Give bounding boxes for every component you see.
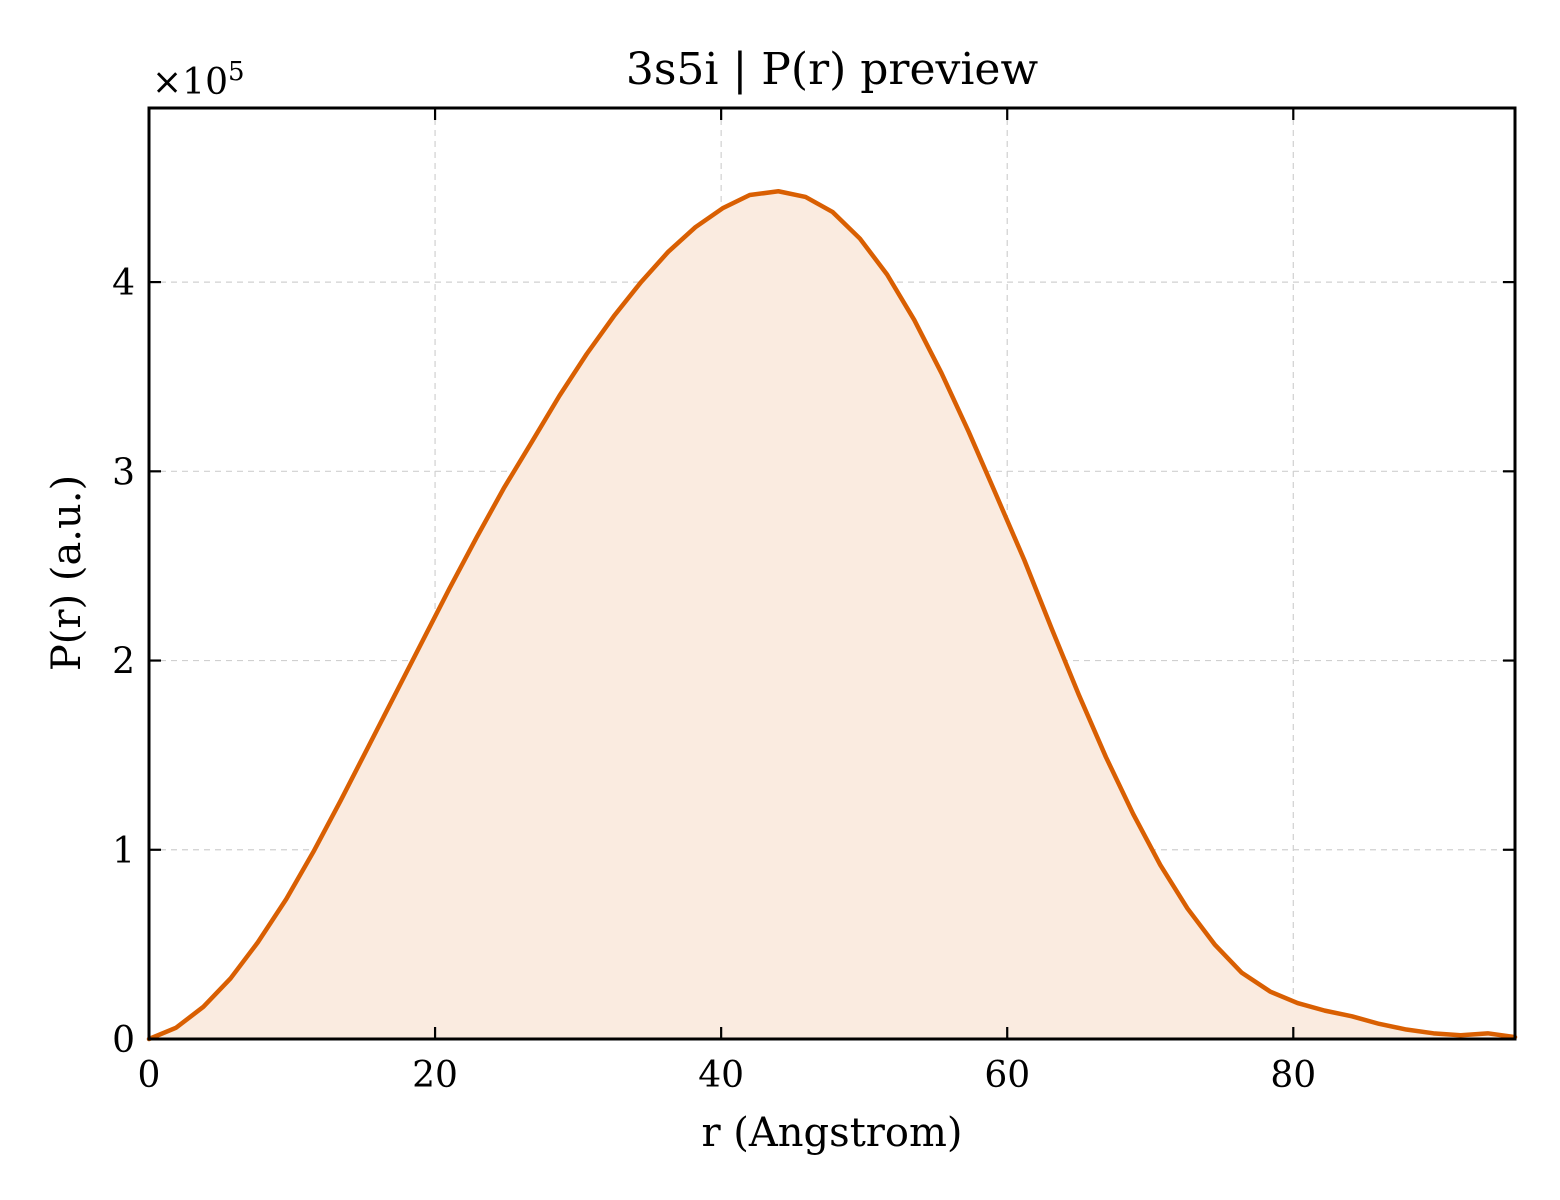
x-tick-label: 40 [698, 1055, 744, 1096]
y-multiplier: ×105 [152, 57, 245, 103]
x-tick-label: 20 [412, 1055, 458, 1096]
x-tick-label: 80 [1270, 1055, 1316, 1096]
x-tick-label: 60 [984, 1055, 1030, 1096]
y-tick-label: 1 [112, 831, 135, 872]
y-tick-label: 3 [112, 452, 135, 493]
series-line [146, 189, 1518, 1042]
y-tick-label: 4 [112, 263, 135, 304]
x-axis-label: r (Angstrom) [701, 1110, 962, 1156]
ticks: 0 20 40 60 80 0 1 2 3 4 [112, 108, 1515, 1096]
plot-frame [147, 106, 1517, 1041]
area-fill [149, 191, 1515, 1039]
y-axis-label: P(r) (a.u.) [44, 475, 90, 671]
y-tick-label: 2 [112, 642, 135, 683]
x-tick-label: 0 [138, 1055, 161, 1096]
chart-title: 3s5i | P(r) preview [626, 44, 1039, 95]
y-tick-label: 0 [112, 1020, 135, 1061]
